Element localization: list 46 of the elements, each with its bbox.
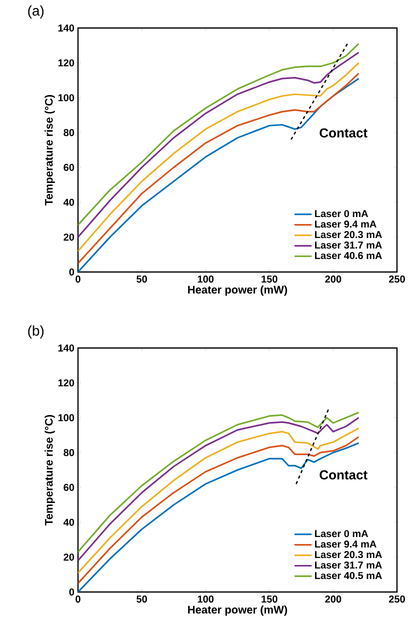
y-axis-title: Temperature rise (°C) bbox=[44, 94, 55, 206]
y-tick-label: 120 bbox=[58, 379, 74, 386]
x-axis-title: Heater power (mW) bbox=[188, 285, 288, 296]
y-tick-label: 20 bbox=[64, 234, 74, 241]
x-tick-label: 50 bbox=[136, 596, 147, 603]
legend-label: Laser 40.6 mA bbox=[315, 252, 382, 260]
y-tick-label: 140 bbox=[58, 24, 74, 32]
y-tick-label: 0 bbox=[69, 268, 74, 276]
annotation: Contact bbox=[320, 128, 368, 138]
x-tick-label: 200 bbox=[325, 276, 342, 283]
legend-label: Laser 0 mA bbox=[315, 210, 368, 218]
x-tick-label: 250 bbox=[388, 596, 405, 603]
annotation: Contact bbox=[320, 470, 368, 480]
legend-label: Laser 0 mA bbox=[315, 530, 368, 538]
y-tick-label: 0 bbox=[69, 588, 74, 596]
legend-label: Laser 31.7 mA bbox=[315, 562, 382, 569]
x-tick-label: 150 bbox=[262, 276, 278, 283]
chart-title: (a) bbox=[28, 5, 44, 18]
y-tick-label: 40 bbox=[64, 198, 74, 206]
y-tick-label: 40 bbox=[64, 518, 74, 526]
legend-label: Laser 31.7 mA bbox=[315, 242, 382, 249]
y-tick-label: 140 bbox=[58, 344, 74, 352]
x-tick-label: 200 bbox=[325, 596, 342, 603]
x-tick-label: 150 bbox=[262, 596, 278, 603]
y-tick-label: 80 bbox=[64, 449, 74, 456]
x-tick-label: 250 bbox=[388, 276, 405, 283]
x-tick-label: 100 bbox=[198, 276, 214, 283]
x-axis-title: Heater power (mW) bbox=[188, 605, 288, 616]
y-tick-label: 100 bbox=[58, 414, 74, 422]
x-tick-label: 0 bbox=[76, 596, 80, 603]
y-tick-label: 100 bbox=[58, 94, 74, 102]
y-tick-label: 80 bbox=[64, 129, 74, 136]
x-tick-label: 50 bbox=[136, 276, 147, 283]
y-tick-label: 60 bbox=[64, 164, 74, 171]
legend-label: Laser 20.3 mA bbox=[315, 551, 382, 558]
y-tick-label: 60 bbox=[64, 484, 74, 491]
legend-label: Laser 20.3 mA bbox=[315, 231, 382, 238]
chart-title: (b) bbox=[28, 325, 44, 338]
y-axis-title: Temperature rise (°C) bbox=[44, 414, 55, 526]
y-tick-label: 20 bbox=[64, 554, 74, 561]
legend-label: Laser 9.4 mA bbox=[315, 540, 376, 548]
y-tick-label: 120 bbox=[58, 59, 74, 66]
x-tick-label: 0 bbox=[76, 276, 80, 283]
legend-label: Laser 40.5 mA bbox=[315, 572, 382, 580]
x-tick-label: 100 bbox=[198, 596, 214, 603]
legend-label: Laser 9.4 mA bbox=[315, 220, 376, 228]
